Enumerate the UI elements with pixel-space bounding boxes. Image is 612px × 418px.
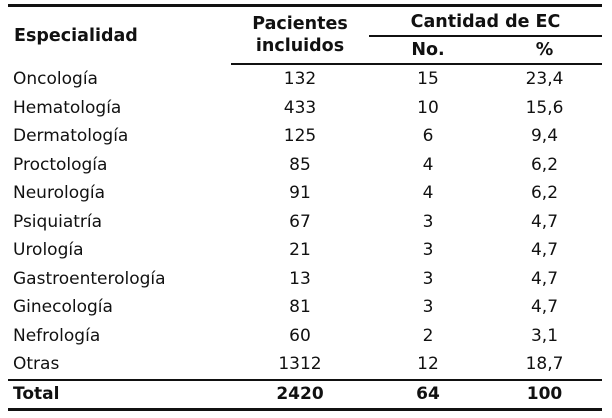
cell-no: 3 bbox=[422, 211, 434, 232]
cell-percent: 23,4 bbox=[525, 69, 564, 89]
cell-pacientes: 67 bbox=[289, 211, 311, 232]
cell-no: 2 bbox=[422, 325, 434, 346]
cell-especialidad: Gastroenterología bbox=[13, 268, 166, 289]
cell-especialidad: Urología bbox=[13, 240, 84, 260]
total-pacientes: 2420 bbox=[231, 378, 369, 411]
header-no: No. bbox=[369, 36, 487, 65]
total-no: 64 bbox=[369, 378, 487, 411]
table-row: Gastroenterología 13 3 4,7 bbox=[8, 265, 602, 294]
cell-pacientes: 91 bbox=[289, 183, 311, 203]
cell-especialidad: Neurología bbox=[13, 183, 106, 203]
cell-especialidad: Nefrología bbox=[13, 325, 101, 346]
cell-pacientes: 1312 bbox=[278, 354, 322, 374]
table-body: Oncología 132 15 23,4 Hematología 433 10… bbox=[8, 64, 602, 411]
header-pacientes-line2: incluidos bbox=[255, 36, 345, 56]
cell-especialidad: Otras bbox=[13, 354, 60, 374]
cell-pacientes: 125 bbox=[283, 126, 317, 146]
specialty-table: Especialidad Pacientes incluidos Cantida… bbox=[8, 4, 602, 411]
cell-pacientes: 13 bbox=[289, 268, 311, 289]
cell-especialidad: Dermatología bbox=[13, 126, 129, 146]
cell-no: 12 bbox=[417, 354, 439, 374]
header-especialidad: Especialidad bbox=[8, 4, 231, 64]
table-header: Especialidad Pacientes incluidos Cantida… bbox=[8, 4, 602, 65]
cell-pacientes: 21 bbox=[289, 240, 311, 260]
cell-percent: 9,4 bbox=[530, 126, 559, 146]
table-row: Dermatología 125 6 9,4 bbox=[8, 122, 602, 151]
cell-percent: 15,6 bbox=[525, 97, 564, 118]
header-percent: % bbox=[487, 36, 602, 65]
cell-no: 15 bbox=[417, 69, 439, 89]
cell-no: 6 bbox=[422, 126, 434, 146]
cell-no: 3 bbox=[422, 297, 434, 317]
cell-pacientes: 81 bbox=[289, 297, 311, 317]
table-row: Nefrología 60 2 3,1 bbox=[8, 322, 602, 351]
header-cantidad-ec: Cantidad de EC bbox=[369, 4, 602, 37]
cell-especialidad: Oncología bbox=[13, 68, 98, 89]
table-row: Otras 1312 12 18,7 bbox=[8, 350, 602, 380]
cell-pacientes: 60 bbox=[289, 325, 311, 346]
cell-percent: 6,2 bbox=[530, 183, 559, 203]
cell-pacientes: 85 bbox=[289, 154, 311, 175]
table-row: Oncología 132 15 23,4 bbox=[8, 64, 602, 94]
cell-no: 10 bbox=[417, 97, 439, 118]
cell-especialidad: Psiquiatría bbox=[13, 211, 103, 232]
table-row: Proctología 85 4 6,2 bbox=[8, 151, 602, 180]
cell-no: 3 bbox=[422, 268, 434, 289]
cell-especialidad: Proctología bbox=[13, 154, 108, 175]
cell-no: 4 bbox=[422, 154, 434, 175]
cell-no: 3 bbox=[422, 240, 434, 260]
cell-percent: 4,7 bbox=[530, 240, 559, 260]
cell-especialidad: Ginecología bbox=[13, 297, 113, 317]
total-row: Total 2420 64 100 bbox=[8, 378, 602, 411]
cell-no: 4 bbox=[422, 183, 434, 203]
specialty-table-container: Especialidad Pacientes incluidos Cantida… bbox=[8, 4, 602, 411]
cell-percent: 4,7 bbox=[530, 268, 559, 289]
cell-pacientes: 433 bbox=[283, 97, 317, 118]
cell-percent: 6,2 bbox=[530, 154, 559, 175]
table-row: Urología 21 3 4,7 bbox=[8, 236, 602, 265]
cell-percent: 18,7 bbox=[525, 354, 564, 374]
total-percent: 100 bbox=[487, 378, 602, 411]
table-row: Neurología 91 4 6,2 bbox=[8, 179, 602, 208]
table-row: Psiquiatría 67 3 4,7 bbox=[8, 208, 602, 237]
table-row: Hematología 433 10 15,6 bbox=[8, 94, 602, 123]
total-label: Total bbox=[8, 378, 231, 411]
cell-percent: 4,7 bbox=[530, 211, 559, 232]
table-row: Ginecología 81 3 4,7 bbox=[8, 293, 602, 322]
cell-especialidad: Hematología bbox=[13, 97, 122, 118]
cell-percent: 3,1 bbox=[530, 325, 559, 346]
cell-pacientes: 132 bbox=[283, 69, 317, 89]
header-pacientes-line1: Pacientes bbox=[252, 14, 348, 34]
header-pacientes-incluidos: Pacientes incluidos bbox=[231, 4, 369, 65]
cell-percent: 4,7 bbox=[530, 297, 559, 317]
